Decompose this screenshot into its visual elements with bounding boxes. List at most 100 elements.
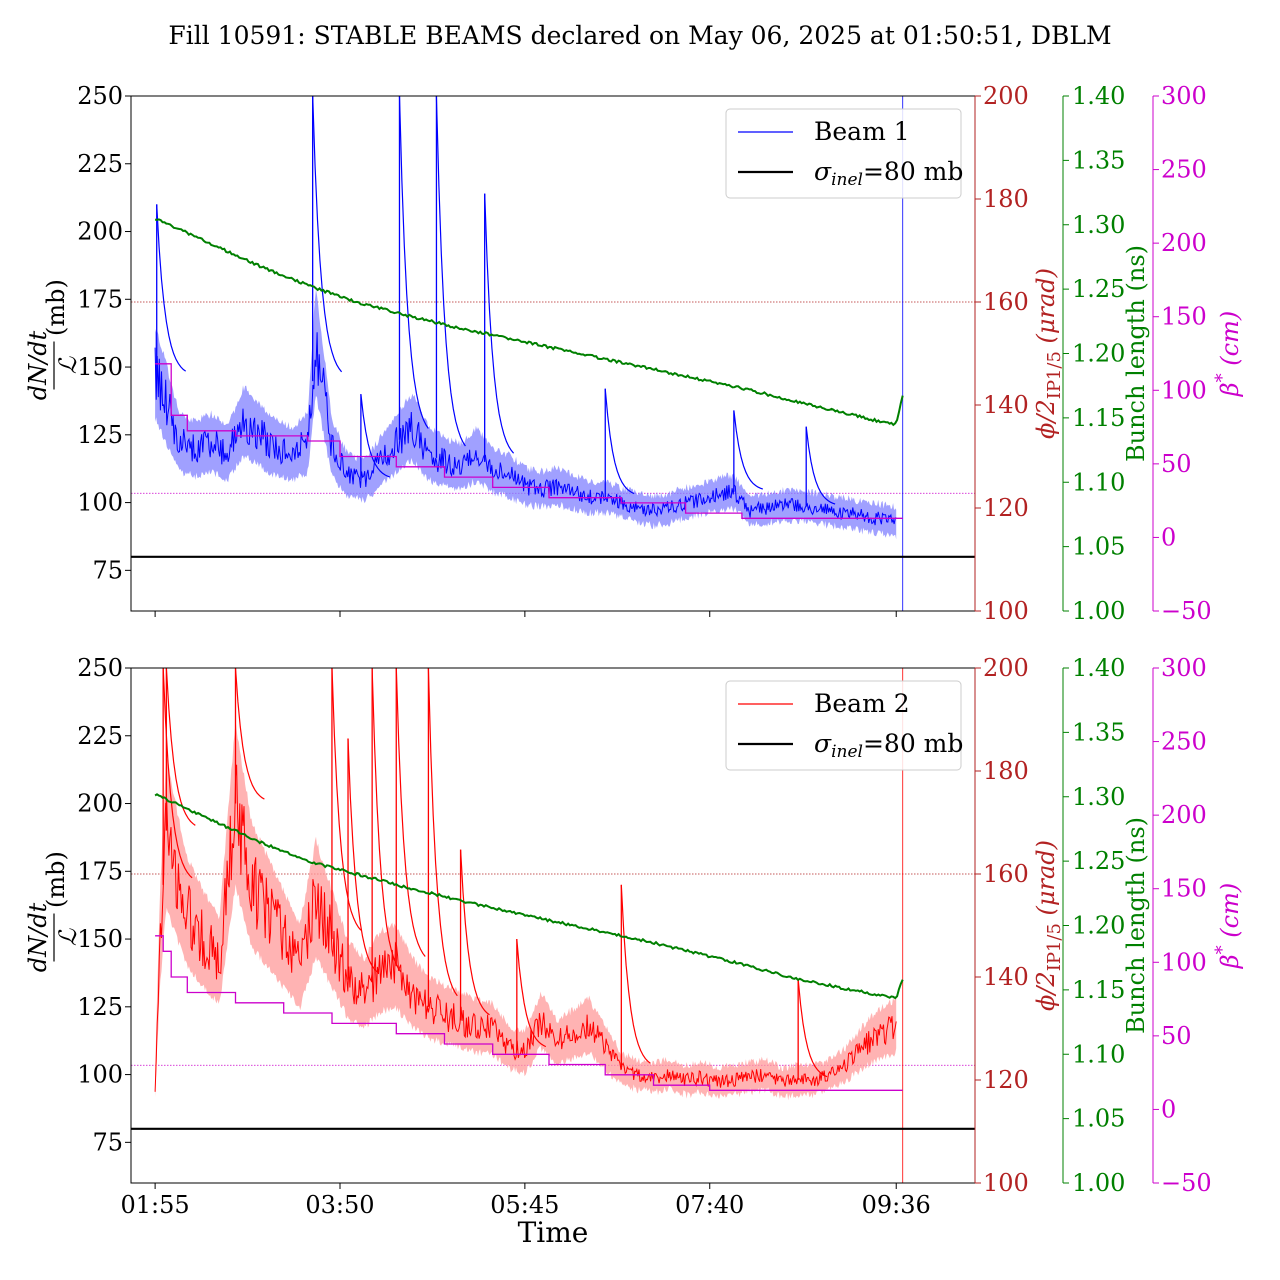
beta-tick-label: 50 (1161, 450, 1192, 478)
beta-tick-label: 250 (1161, 156, 1207, 184)
beta-tick-label: 100 (1161, 948, 1207, 976)
left-tick-label: 175 (77, 285, 123, 313)
beta-tick-label: 200 (1161, 229, 1207, 257)
xsec-spike-decay (165, 668, 196, 826)
beta-tick-label: 100 (1161, 376, 1207, 404)
phi-tick-label: 100 (983, 1169, 1029, 1197)
xsec-line (154, 764, 897, 1092)
xsec-spike-decay (331, 668, 362, 931)
phi-tick-label: 200 (983, 82, 1029, 110)
left-tick-label: 225 (77, 722, 123, 750)
bunch-tick-label: 1.30 (1072, 783, 1125, 811)
xsec-spike-decay (312, 96, 343, 373)
x-tick-label: 01:55 (121, 1191, 190, 1219)
crossing-angle-line (155, 935, 903, 1091)
xsec-spike-decay (156, 204, 187, 372)
bunch-tick-label: 1.05 (1072, 1105, 1125, 1133)
xsec-spike-decay (460, 849, 490, 1016)
bunch-tick-label: 1.40 (1072, 654, 1125, 682)
bunch-axis-label: Bunch length (ns) (1122, 817, 1150, 1034)
xsec-spike-decay (162, 668, 193, 879)
left-tick-label: 250 (77, 654, 123, 682)
beta-tick-label: −50 (1161, 597, 1212, 625)
xsec-spike-decay (427, 668, 458, 997)
phi-tick-label: 200 (983, 654, 1029, 682)
x-tick-label: 09:36 (862, 1191, 931, 1219)
phi-tick-label: 140 (983, 391, 1029, 419)
bunch-tick-label: 1.35 (1072, 146, 1125, 174)
legend: Beam 1 σinel=80 mb (725, 108, 963, 199)
left-tick-label: 200 (77, 790, 123, 818)
legend-beam-label: Beam 1 (814, 117, 910, 146)
bunch-tick-label: 1.15 (1072, 404, 1125, 432)
beta-tick-label: 150 (1161, 875, 1207, 903)
left-tick-label: 225 (77, 150, 123, 178)
left-tick-label: 75 (92, 1128, 123, 1156)
beta-axis-label: β* (cm) (1212, 883, 1244, 969)
bunch-tick-label: 1.10 (1072, 468, 1125, 496)
xsec-spike-decay (604, 388, 635, 495)
panel-2: 75 100 125 150 175 200 225 250 100 120 140 160 180 20… (24, 654, 1244, 1219)
beta-axis-label-text: β* (cm) (1212, 311, 1244, 397)
left-axis-label-unit: (mb) (42, 851, 70, 908)
left-axis-label: dN/dt ℒ (mb) (24, 279, 82, 400)
xsec-spike-decay (797, 979, 828, 1078)
xsec-spike-decay (733, 410, 764, 490)
left-axis-label-denominator: ℒ (54, 356, 82, 374)
legend-box (725, 680, 962, 771)
phi-tick-label: 140 (983, 963, 1029, 991)
left-tick-label: 100 (77, 489, 123, 517)
xsec-spike-decay (360, 394, 391, 478)
left-tick-label: 150 (77, 353, 123, 381)
left-tick-label: 175 (77, 857, 123, 885)
panels-root: 75 100 125 150 175 200 225 250 100 120 140 160 180 20… (24, 82, 1244, 1219)
xsec-spike-decay (620, 884, 651, 1064)
beta-tick-label: 250 (1161, 728, 1207, 756)
phi-tick-label: 160 (983, 860, 1029, 888)
left-axis-label: dN/dt ℒ (mb) (24, 851, 82, 972)
x-tick-label: 03:50 (305, 1191, 374, 1219)
crossing-angle-line (155, 363, 903, 519)
beta-tick-label: 300 (1161, 82, 1207, 110)
xsec-spike-decay (398, 96, 429, 429)
beta-tick-label: 0 (1161, 523, 1176, 551)
xsec-spike-decay (435, 96, 466, 447)
xsec-spike-decay (484, 193, 515, 454)
plot-area (131, 668, 975, 1183)
bunch-tick-label: 1.25 (1072, 847, 1125, 875)
x-tick-label: 05:45 (490, 1191, 559, 1219)
chart-title: Fill 10591: STABLE BEAMS declared on May… (168, 21, 1111, 50)
beta-tick-label: 200 (1161, 801, 1207, 829)
legend-sigma-label: σinel=80 mb (814, 729, 963, 762)
bunch-axis-label-text: Bunch length (ns) (1122, 817, 1150, 1034)
phi-axis-label-text: ϕ/2IP1/5 (μrad) (1032, 840, 1065, 1011)
beta-axis-label: β* (cm) (1212, 311, 1244, 397)
x-tick-label: 07:40 (675, 1191, 744, 1219)
left-tick-label: 200 (77, 218, 123, 246)
panel-1: 75 100 125 150 175 200 225 250 100 120 140 160 180 20… (24, 82, 1244, 625)
left-tick-label: 150 (77, 925, 123, 953)
left-axis-label-unit: (mb) (42, 279, 70, 336)
left-tick-label: 250 (77, 82, 123, 110)
bunch-tick-label: 1.30 (1072, 211, 1125, 239)
bunch-axis-label: Bunch length (ns) (1122, 245, 1150, 462)
bunch-tick-label: 1.40 (1072, 82, 1125, 110)
beta-tick-label: 50 (1161, 1022, 1192, 1050)
bunch-tick-label: 1.20 (1072, 912, 1125, 940)
xsec-spike-decay (516, 939, 547, 1048)
legend-sigma-label: σinel=80 mb (814, 157, 963, 190)
left-axis-label-denominator: ℒ (54, 928, 82, 946)
xsec-spike-decay (395, 668, 426, 957)
left-tick-label: 75 (92, 556, 123, 584)
beta-tick-label: 0 (1161, 1095, 1176, 1123)
legend: Beam 2 σinel=80 mb (725, 680, 963, 771)
left-axis-label-numerator: dN/dt (24, 902, 52, 972)
left-tick-label: 100 (77, 1061, 123, 1089)
bunch-tick-label: 1.25 (1072, 275, 1125, 303)
beta-axis-label-text: β* (cm) (1212, 883, 1244, 969)
xsec-spike-decay (234, 668, 265, 800)
xsec-line (154, 332, 897, 526)
bunch-tick-label: 1.20 (1072, 340, 1125, 368)
left-tick-label: 125 (77, 421, 123, 449)
